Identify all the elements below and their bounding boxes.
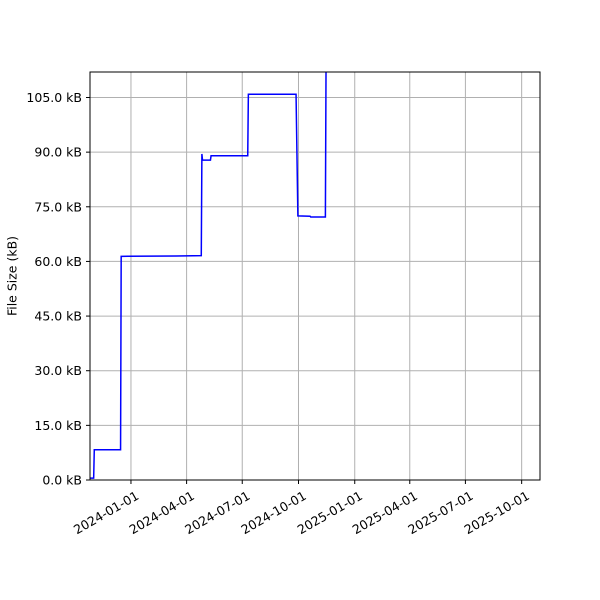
y-axis-label: File Size (kB) — [5, 236, 20, 316]
y-tick-label: 90.0 kB — [34, 145, 82, 160]
series-layer — [90, 72, 327, 479]
y-tick-label: 0.0 kB — [42, 473, 82, 488]
axes-frame — [89, 71, 541, 481]
y-tick-label: 15.0 kB — [34, 418, 82, 433]
y-tick-label: 60.0 kB — [34, 254, 82, 269]
y-tick-label: 75.0 kB — [34, 199, 82, 214]
tick-marks — [86, 97, 523, 484]
y-tick-label: 30.0 kB — [34, 363, 82, 378]
series-line — [90, 72, 327, 479]
y-tick-label: 105.0 kB — [26, 90, 82, 105]
y-tick-label: 45.0 kB — [34, 309, 82, 324]
